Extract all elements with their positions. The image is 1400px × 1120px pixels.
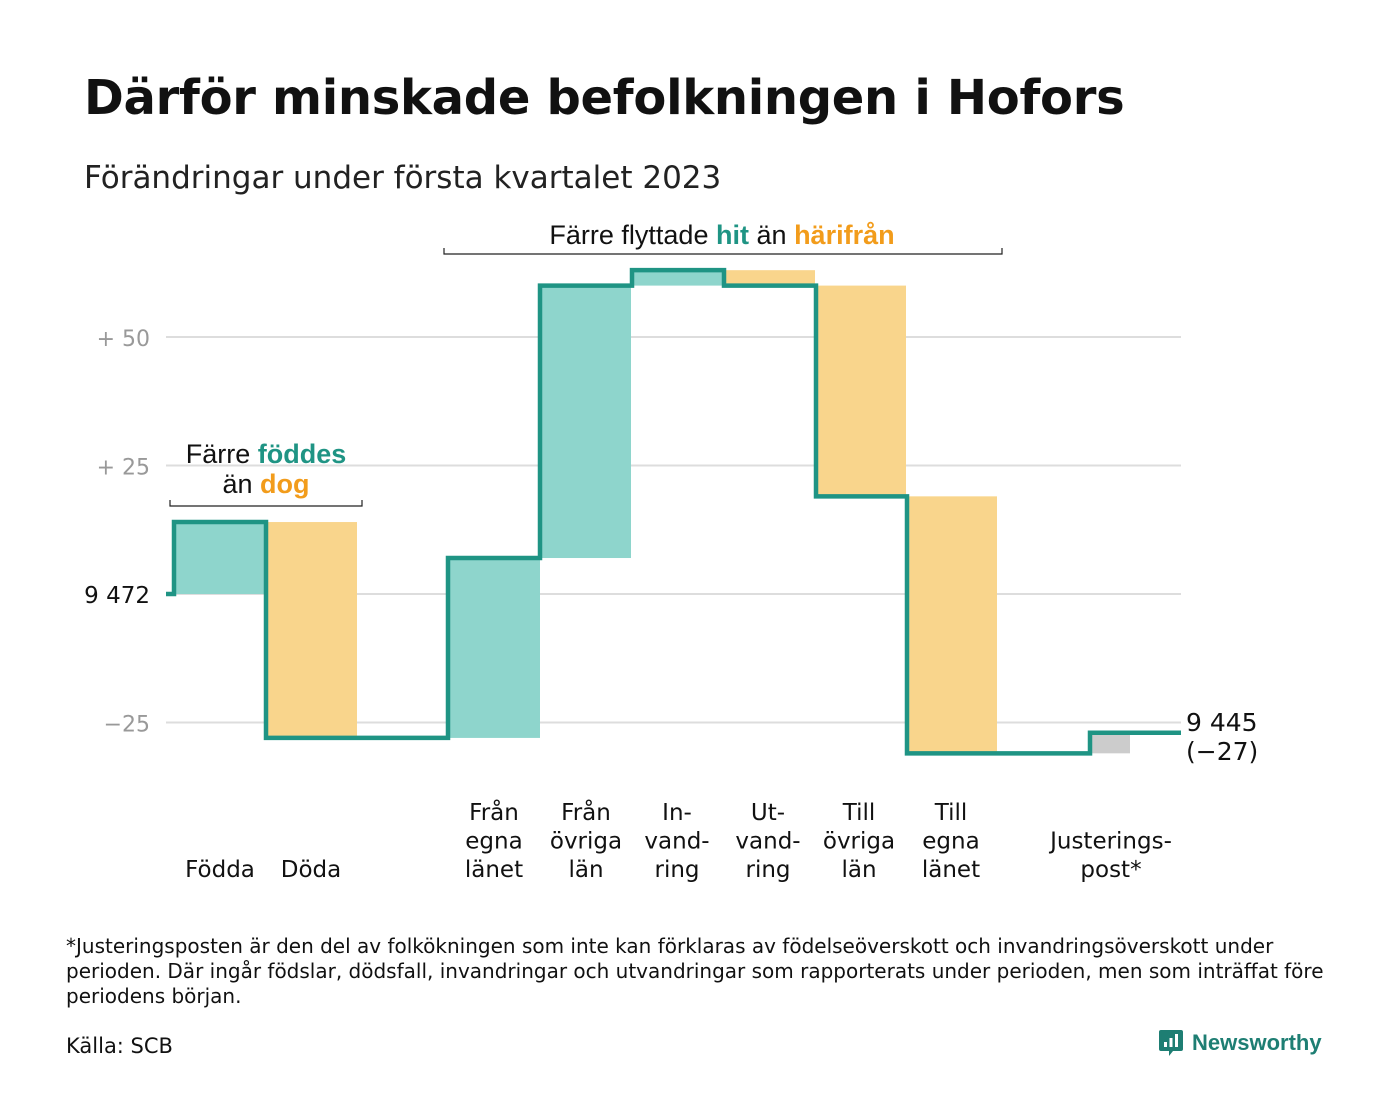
- category-label: länet: [922, 857, 980, 883]
- category-label: Döda: [281, 857, 341, 883]
- category-label: Till: [842, 800, 876, 826]
- category-label: län: [841, 857, 876, 883]
- moves-annotation: Färre flyttade hit än härifrån: [549, 220, 894, 250]
- category-label: In-: [662, 800, 692, 826]
- category-label: egna: [922, 829, 979, 855]
- moves-annotation-highlight-in: hit: [716, 220, 749, 250]
- bar-in: [632, 270, 724, 286]
- population-step-line: [166, 267, 1181, 756]
- births-annotation-highlight-in: föddes: [258, 439, 347, 469]
- category-label: post*: [1080, 857, 1141, 883]
- category-label: länet: [465, 857, 523, 883]
- newsworthy-logo-icon: [1159, 1030, 1183, 1056]
- category-label: Från: [561, 798, 611, 826]
- category-label: vand-: [735, 829, 800, 855]
- category-label: Från: [469, 798, 519, 826]
- bar-in: [540, 285, 631, 559]
- bar-out: [816, 285, 906, 497]
- y-tick-label: + 50: [97, 327, 150, 352]
- births-annotation-line1: Färre föddes: [186, 439, 347, 469]
- y-tick-label: + 25: [97, 456, 150, 481]
- bar-in: [448, 558, 540, 738]
- category-label: Till: [934, 800, 968, 826]
- bars-layer: [174, 270, 1130, 754]
- category-label: ring: [654, 857, 699, 883]
- category-label: övriga: [823, 829, 895, 855]
- moves-annotation-highlight-out: härifrån: [794, 220, 895, 250]
- footnote: *Justeringsposten är den del av folkökni…: [66, 934, 1324, 1008]
- bar-in: [174, 522, 265, 594]
- births-annotation-than: än: [222, 469, 252, 499]
- brand-logo[interactable]: Newsworthy: [1158, 1028, 1322, 1058]
- births-annotation-prefix: Färre: [186, 439, 251, 469]
- category-label: Justerings-: [1048, 829, 1172, 855]
- y-tick-label: −25: [104, 713, 150, 738]
- bar-out: [907, 496, 997, 754]
- bar-out: [724, 270, 815, 286]
- bar-adjust: [1090, 732, 1130, 754]
- line-layer: [166, 267, 1181, 756]
- chart-title: Därför minskade befolkningen i Hofors: [84, 70, 1125, 126]
- category-label: övriga: [550, 829, 622, 855]
- births-annotation-line2: än dog: [222, 469, 309, 499]
- category-label: vand-: [644, 829, 709, 855]
- end-change-label: (−27): [1186, 737, 1258, 766]
- source-label: Källa: SCB: [66, 1034, 173, 1058]
- moves-annotation-middle: än: [757, 220, 787, 250]
- end-value-label: 9 445: [1186, 708, 1258, 737]
- category-label: län: [568, 857, 603, 883]
- births-annotation-highlight-out: dog: [260, 469, 309, 499]
- moves-bracket: [443, 248, 1003, 255]
- start-value-label: 9 472: [84, 583, 150, 609]
- bar-out: [266, 522, 357, 738]
- category-label: Födda: [185, 857, 255, 883]
- category-label: ring: [745, 857, 790, 883]
- chart-subtitle: Förändringar under första kvartalet 2023: [84, 160, 722, 196]
- category-label: egna: [465, 829, 522, 855]
- category-label: Ut-: [751, 800, 785, 826]
- moves-annotation-prefix: Färre flyttade: [549, 220, 708, 250]
- births-bracket: [169, 500, 363, 507]
- brand-name: Newsworthy: [1192, 1030, 1322, 1055]
